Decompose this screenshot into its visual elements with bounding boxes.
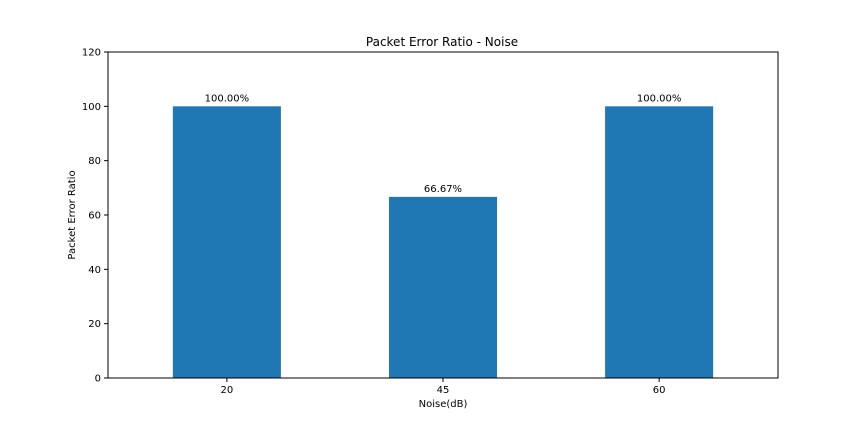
y-axis: 0 20 40 60 80 100 120 [82, 48, 108, 385]
y-tick-label: 120 [82, 48, 101, 59]
y-tick-label: 100 [82, 102, 101, 113]
bar-data-label: 100.00% [637, 93, 682, 104]
bar-label-group: 100.00% 66.67% 100.00% [205, 93, 682, 195]
x-axis-label: Noise(dB) [419, 399, 468, 410]
chart-title: Packet Error Ratio - Noise [366, 35, 518, 49]
y-tick-label: 20 [88, 319, 101, 330]
x-tick-label: 20 [221, 385, 234, 396]
bar-group [172, 106, 714, 378]
y-tick-label: 60 [88, 211, 101, 222]
y-tick-label: 0 [95, 374, 101, 385]
bar-data-label: 100.00% [205, 93, 250, 104]
x-tick-label: 45 [437, 385, 450, 396]
y-axis-label: Packet Error Ratio [67, 170, 78, 259]
bar-45 [388, 196, 498, 378]
bar-60 [605, 106, 714, 378]
bar-20 [172, 106, 281, 378]
x-axis: 20 45 60 [221, 378, 666, 396]
y-tick-label: 80 [88, 156, 101, 167]
x-tick-label: 60 [653, 385, 666, 396]
bar-data-label: 66.67% [424, 184, 462, 195]
y-tick-label: 40 [88, 265, 101, 276]
